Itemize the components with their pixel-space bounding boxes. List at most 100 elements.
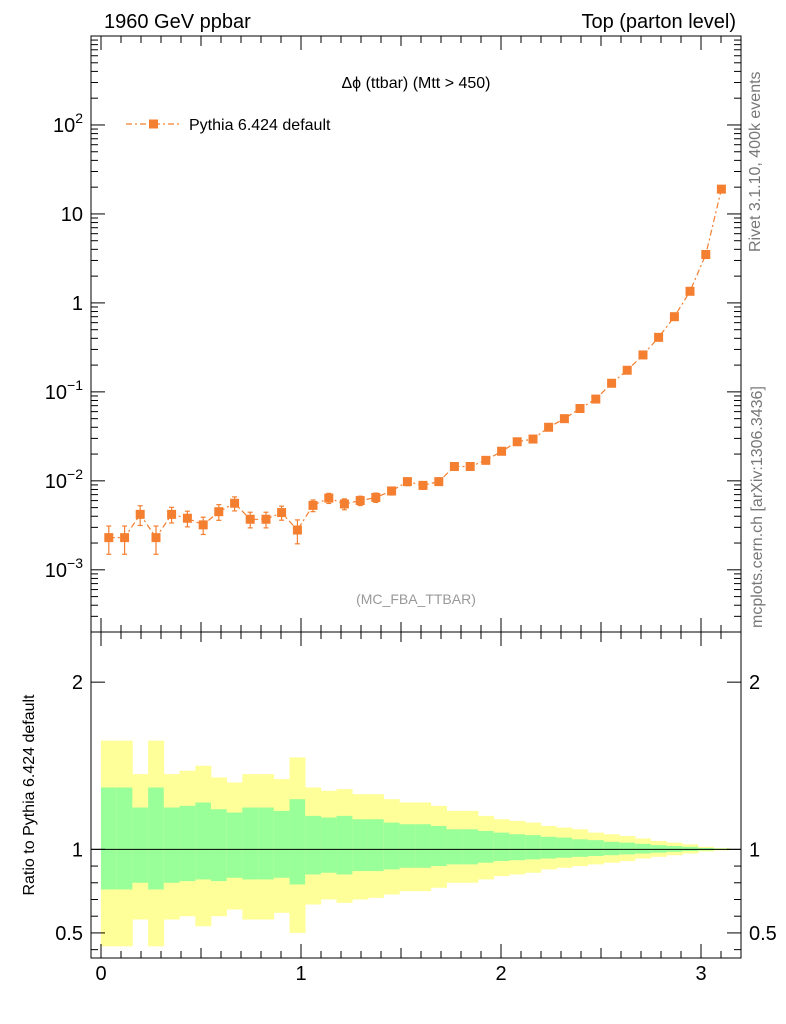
main-ytick-label: 10−3 [45,555,83,582]
inner-band-bin [148,787,165,890]
ratio-ticks: 0.5 0.5 1 1 2 2 0 1 2 3 [55,632,777,985]
inner-band-bin [132,807,149,883]
ratio-ytick-label-right: 1 [749,839,760,861]
inner-band-bin [258,807,275,880]
process-label: Top (parton level) [581,11,736,33]
data-point [512,437,522,447]
data-point [716,184,726,194]
inner-band-bin [446,829,463,865]
ratio-panel: 0.5 0.5 1 1 2 2 0 1 2 3 Ratio to Pythia 6.424 def… [21,631,777,985]
ratio-frame [90,631,742,959]
data-point [355,496,365,506]
inner-band-bin [100,787,117,890]
data-point [654,332,664,342]
inner-band-bin [195,802,212,880]
data-point [449,461,459,471]
ratio-ytick-label-right: 0.5 [749,923,777,945]
inner-band-bin [619,842,636,855]
data-point [669,312,679,322]
inner-band-bin [430,825,447,867]
ratio-ylabel: Ratio to Pythia 6.424 default [21,694,38,896]
data-point [591,394,601,404]
legend: Pythia 6.424 default [126,117,331,134]
inner-band-bin [399,824,416,868]
data-point [685,286,695,296]
rivet-label: Rivet 3.1.10, 400k events [747,71,764,252]
inner-band-bin [493,832,510,862]
inner-band-bin [320,817,337,873]
data-point [434,477,444,487]
data-point [622,365,632,375]
inner-band-bin [116,787,133,890]
data-point [151,533,161,543]
data-point [277,508,287,518]
main-ytick-label: 102 [53,110,83,137]
inner-band-bin [635,843,652,854]
inner-band-bin [477,830,494,863]
data-point [198,520,208,530]
inner-band-bin [179,805,196,882]
data-point [135,509,145,519]
inner-band-bin [603,841,620,856]
data-point [575,404,585,414]
inner-band-bin [367,819,384,872]
inner-band-bin [336,815,353,875]
mcplots-label: mcplots.cern.ch [arXiv:1306.3436] [749,386,766,628]
inner-band-bin [289,799,306,885]
ratio-xtick-label: 1 [295,963,306,985]
data-point [214,507,224,517]
ratio-ytick-label-right: 2 [749,672,760,694]
ratio-xtick-label: 3 [695,963,706,985]
inner-band-bin [226,812,243,878]
data-point [418,480,428,490]
inner-band-bin [572,839,589,857]
main-ytick-label: 10−1 [45,377,83,404]
data-point [167,509,177,519]
ratio-ytick-label: 2 [72,672,83,694]
main-ticks: 10−3 10−2 10−1 1 10 102 [45,36,742,633]
inner-band-bin [415,824,432,868]
inner-band-bin [305,815,322,875]
main-panel: 10−3 10−2 10−1 1 10 102 Δϕ (ttbar) (Mtt > 450… [45,35,742,633]
data-point [292,525,302,535]
inner-band-bin [540,836,557,859]
legend-label: Pythia 6.424 default [189,117,331,134]
data-point [497,446,507,456]
inner-band-bin [273,810,290,878]
data-point [230,498,240,508]
data-point [607,378,617,388]
inner-band-bin [352,819,369,872]
series-pythia [104,184,726,555]
data-point [701,250,711,260]
data-point [528,434,538,444]
data-point [104,533,114,543]
ratio-xtick-label: 2 [495,963,506,985]
ratio-ytick-label: 1 [72,839,83,861]
chart-title: Δϕ (ttbar) (Mtt > 450) [341,75,490,92]
data-point [465,461,475,471]
series-line [108,188,722,539]
data-point [308,500,318,510]
ratio-bands [100,740,730,947]
data-point [481,455,491,465]
data-point [120,533,130,543]
inner-band-bin [509,834,526,861]
data-point [544,422,554,432]
data-point [402,477,412,487]
energy-label: 1960 GeV ppbar [104,11,251,33]
data-point [245,514,255,524]
inner-band-bin [525,835,542,860]
data-point [261,514,271,524]
main-ytick-label: 10 [61,204,83,226]
inner-band-bin [242,807,259,880]
data-point [559,414,569,424]
data-point [387,486,397,496]
data-point [324,493,334,503]
main-ytick-label: 10−2 [45,466,83,493]
data-point [371,492,381,502]
inner-band-bin [163,807,180,883]
legend-marker [149,119,158,129]
watermark-label: (MC_FBA_TTBAR) [356,591,476,607]
data-point [339,499,349,509]
